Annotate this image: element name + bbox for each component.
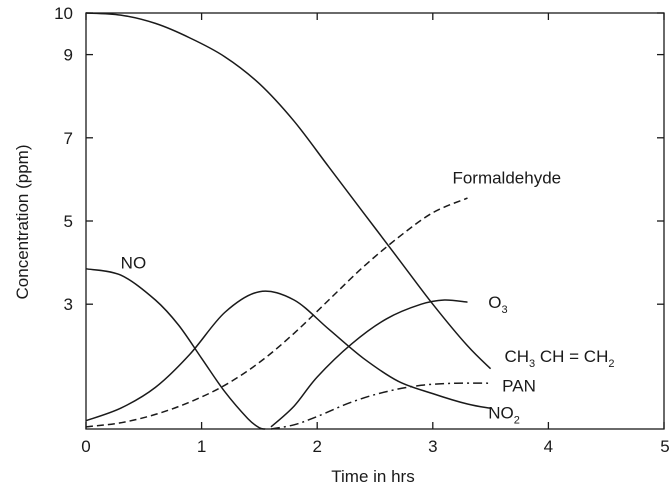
series-label-no2: NO2 bbox=[488, 403, 520, 426]
series-label-no: NO bbox=[121, 254, 146, 273]
series-label-o3: O3 bbox=[488, 293, 507, 316]
y-tick-label: 7 bbox=[64, 129, 73, 148]
y-tick-label: 5 bbox=[64, 212, 73, 231]
series-label-ch3-ch-ch2: CH3 CH = CH2 bbox=[504, 347, 614, 370]
x-tick-label: 3 bbox=[428, 437, 437, 456]
series-line-no bbox=[86, 269, 265, 429]
series-line-formaldehyde bbox=[86, 198, 468, 427]
x-tick-label: 0 bbox=[81, 437, 90, 456]
y-tick-label: 10 bbox=[54, 4, 73, 23]
axis-ticks: 0 1 2 3 4 5 3 5 7 9 10 bbox=[54, 4, 670, 456]
y-tick-label: 3 bbox=[64, 295, 73, 314]
y-axis-title: Concentration (ppm) bbox=[13, 145, 32, 300]
series-line-pan bbox=[271, 383, 491, 429]
series-layer bbox=[86, 13, 491, 429]
x-tick-label: 5 bbox=[660, 437, 669, 456]
x-axis-title: Time in hrs bbox=[331, 467, 414, 486]
series-line-no2 bbox=[86, 291, 491, 421]
x-tick-label: 1 bbox=[197, 437, 206, 456]
series-line-ch3-ch-ch2 bbox=[86, 13, 491, 369]
y-tick-label: 9 bbox=[64, 46, 73, 65]
series-label-formaldehyde: Formaldehyde bbox=[452, 168, 561, 187]
series-label-pan: PAN bbox=[502, 376, 536, 395]
x-tick-label: 4 bbox=[544, 437, 553, 456]
x-tick-label: 2 bbox=[312, 437, 321, 456]
series-labels: Formaldehyde NO O3 CH3 CH = CH2 PAN NO2 bbox=[121, 168, 615, 426]
